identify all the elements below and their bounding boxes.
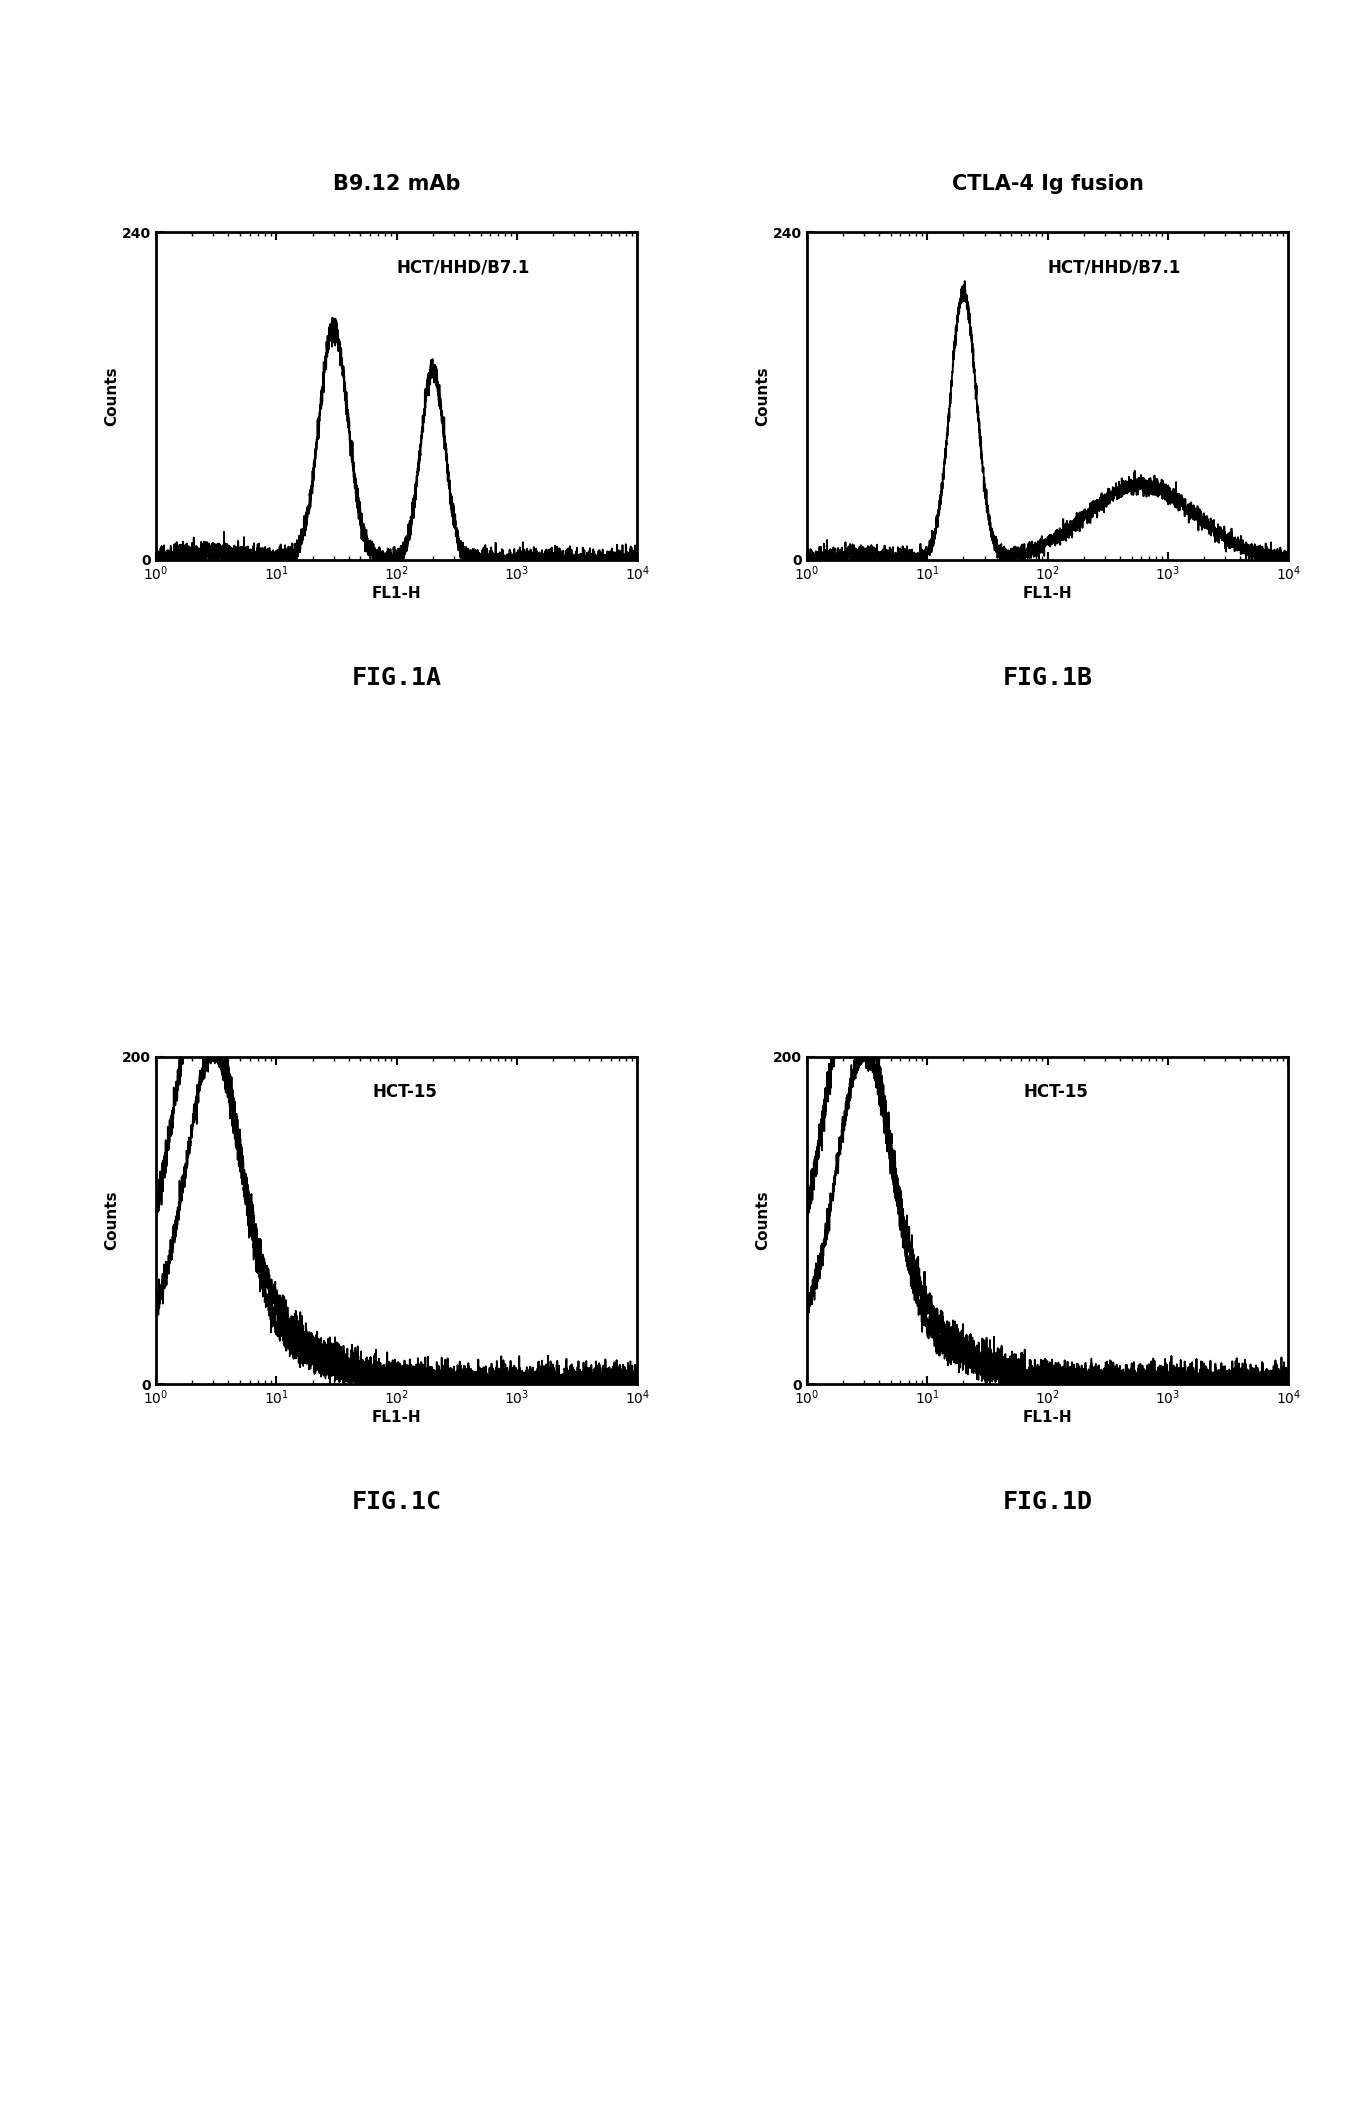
X-axis label: FL1-H: FL1-H (1022, 1409, 1073, 1426)
Text: HCT/HHD/B7.1: HCT/HHD/B7.1 (396, 258, 530, 277)
X-axis label: FL1-H: FL1-H (372, 585, 422, 602)
X-axis label: FL1-H: FL1-H (372, 1409, 422, 1426)
Text: B9.12 mAb: B9.12 mAb (332, 175, 461, 194)
Text: FIG.1C: FIG.1C (351, 1490, 442, 1513)
Text: FIG.1B: FIG.1B (1002, 666, 1093, 689)
X-axis label: FL1-H: FL1-H (1022, 585, 1073, 602)
Y-axis label: Counts: Counts (104, 1190, 119, 1251)
Text: CTLA-4 Ig fusion: CTLA-4 Ig fusion (952, 175, 1143, 194)
Text: HCT/HHD/B7.1: HCT/HHD/B7.1 (1047, 258, 1181, 277)
Y-axis label: Counts: Counts (755, 366, 770, 427)
Text: HCT-15: HCT-15 (1024, 1082, 1089, 1101)
Text: HCT-15: HCT-15 (373, 1082, 438, 1101)
Y-axis label: Counts: Counts (104, 366, 119, 427)
Y-axis label: Counts: Counts (755, 1190, 770, 1251)
Text: FIG.1D: FIG.1D (1002, 1490, 1093, 1513)
Text: FIG.1A: FIG.1A (351, 666, 442, 689)
